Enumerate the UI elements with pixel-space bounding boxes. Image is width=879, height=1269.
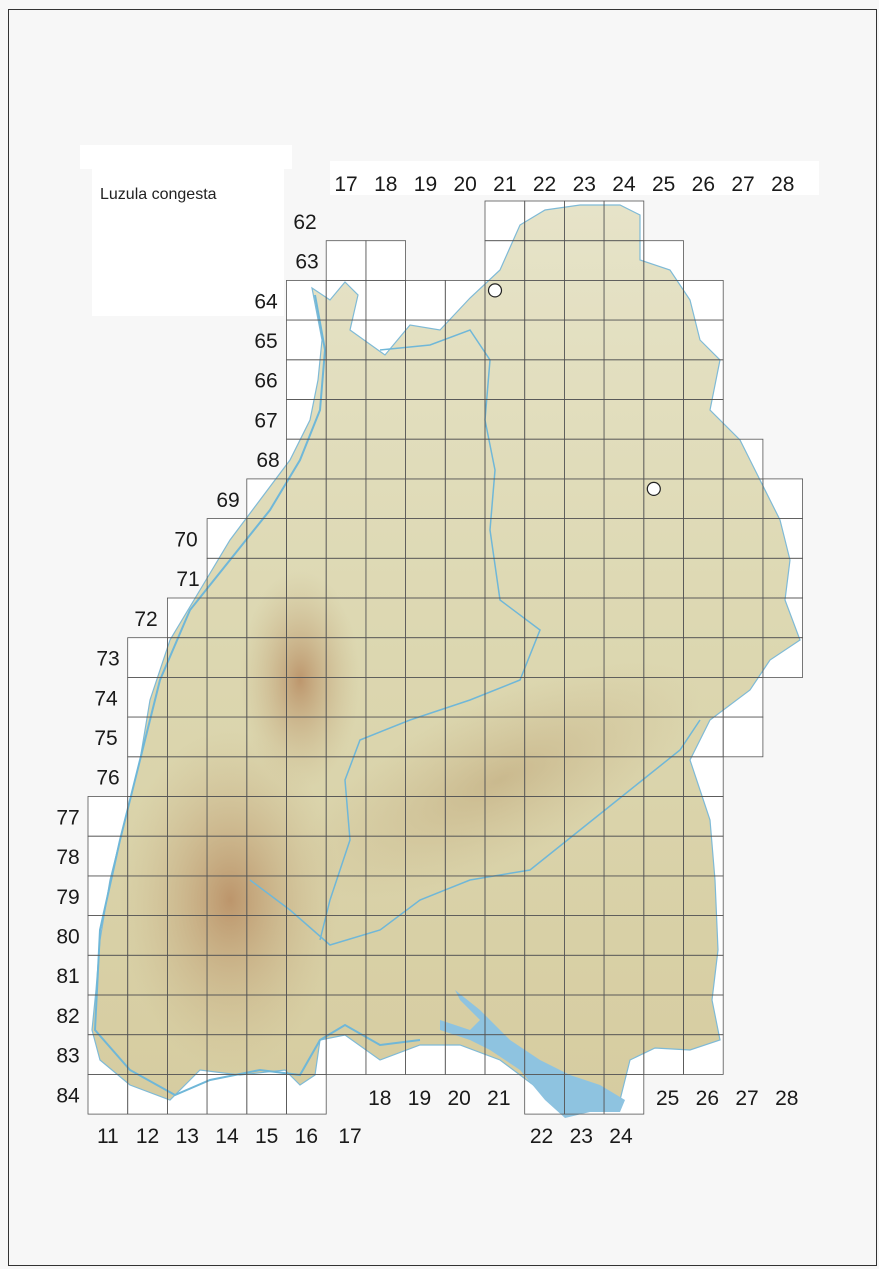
grid-lines <box>87 200 804 1115</box>
swabian-alb-relief <box>297 662 703 898</box>
title-box <box>92 168 284 316</box>
column-label-top: 23 <box>573 173 596 196</box>
black-forest-relief <box>120 730 340 1070</box>
row-label: 62 <box>293 211 316 234</box>
column-label-bottom: 13 <box>176 1125 199 1148</box>
column-label-bottom: 26 <box>696 1087 719 1110</box>
column-label-top: 26 <box>692 173 715 196</box>
row-label: 65 <box>254 330 277 353</box>
lake-constance <box>440 990 625 1118</box>
column-label-top: 18 <box>374 173 397 196</box>
grid-cell <box>88 1074 128 1115</box>
species-name: Luzula congesta <box>100 186 217 203</box>
column-label-top: 19 <box>414 173 437 196</box>
column-label-bottom: 23 <box>570 1125 593 1148</box>
row-label: 72 <box>134 608 157 631</box>
column-label-top: 20 <box>453 173 476 196</box>
column-label-bottom: 22 <box>530 1125 553 1148</box>
column-label-bottom: 27 <box>735 1087 758 1110</box>
row-label: 67 <box>254 409 277 432</box>
row-label: 70 <box>174 528 197 551</box>
column-label-top: 17 <box>334 173 357 196</box>
column-label-top: 21 <box>493 173 516 196</box>
row-label: 63 <box>295 251 318 274</box>
grid-labels: 17 18 19 20 21 22 23 24 25 26 27 28 62 63 64 65 66 67 68 69… <box>56 173 798 1148</box>
grid-cell <box>207 1074 247 1115</box>
column-label-top: 27 <box>731 173 754 196</box>
column-label-bottom: 19 <box>408 1087 431 1110</box>
grid-cell <box>88 796 128 837</box>
row-label: 76 <box>96 767 119 790</box>
row-label: 73 <box>96 648 119 671</box>
row-label: 84 <box>56 1084 80 1107</box>
column-label-top: 28 <box>771 173 794 196</box>
black-forest-north-relief <box>240 570 360 790</box>
grid-cell <box>246 1074 287 1115</box>
grid-cell-border <box>762 637 804 678</box>
row-label: 75 <box>94 727 117 750</box>
row-label: 81 <box>56 965 79 988</box>
rhine-river <box>93 294 421 1097</box>
column-label-top: 25 <box>652 173 675 196</box>
title-box-top <box>80 145 292 169</box>
row-label: 83 <box>56 1045 79 1068</box>
row-label: 79 <box>56 886 79 909</box>
grid-cell-border <box>722 716 764 758</box>
grid-cell <box>723 717 763 757</box>
column-label-bottom: 20 <box>447 1087 470 1110</box>
top-column-band <box>330 161 819 195</box>
grid-cell <box>405 280 446 321</box>
column-label-bottom: 14 <box>215 1125 239 1148</box>
grid-cell <box>365 240 406 281</box>
row-label: 78 <box>56 846 79 869</box>
occurrence-point <box>646 481 661 496</box>
row-label: 64 <box>254 290 278 313</box>
row-label: 74 <box>94 687 118 710</box>
grid-cell-border <box>683 1034 724 1075</box>
column-label-bottom: 15 <box>255 1125 278 1148</box>
column-label-bottom: 25 <box>656 1087 679 1110</box>
column-label-top: 24 <box>612 173 636 196</box>
row-label: 82 <box>56 1005 79 1028</box>
grid-cell <box>326 240 366 281</box>
grid-cell-border <box>603 1074 645 1115</box>
column-label-bottom: 21 <box>487 1087 510 1110</box>
occurrence-records <box>487 283 661 496</box>
column-label-bottom: 12 <box>136 1125 159 1148</box>
grid-cell <box>365 280 406 321</box>
grid-cell-border <box>286 1074 327 1115</box>
row-label: 69 <box>216 489 239 512</box>
occurrence-point <box>487 283 503 298</box>
row-label: 66 <box>254 370 277 393</box>
row-label: 80 <box>56 925 79 948</box>
column-label-bottom: 17 <box>338 1125 361 1148</box>
row-label: 77 <box>56 806 79 829</box>
column-label-bottom: 24 <box>609 1125 633 1148</box>
column-label-bottom: 18 <box>368 1087 391 1110</box>
neckar-river <box>319 329 541 941</box>
column-label-top: 22 <box>533 173 556 196</box>
danube-river <box>249 719 701 946</box>
column-label-bottom: 11 <box>97 1125 119 1148</box>
row-label: 68 <box>256 449 279 472</box>
row-label: 71 <box>176 568 199 591</box>
column-label-bottom: 16 <box>295 1125 318 1148</box>
column-label-bottom: 28 <box>775 1087 798 1110</box>
